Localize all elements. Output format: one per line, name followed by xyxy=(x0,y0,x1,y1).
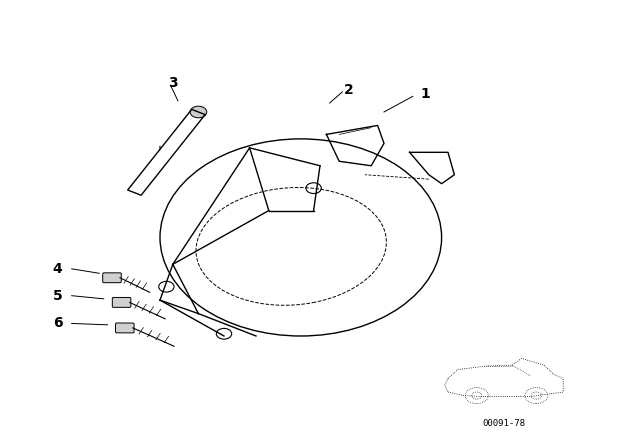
Text: 4: 4 xyxy=(52,262,63,276)
FancyBboxPatch shape xyxy=(102,273,122,283)
FancyBboxPatch shape xyxy=(115,323,134,333)
Text: 3: 3 xyxy=(168,76,178,90)
Text: 6: 6 xyxy=(52,316,63,331)
Text: 1: 1 xyxy=(420,87,431,101)
FancyBboxPatch shape xyxy=(113,297,131,307)
Text: 5: 5 xyxy=(52,289,63,303)
Text: 00091-78: 00091-78 xyxy=(482,419,525,428)
Text: 2: 2 xyxy=(344,82,354,97)
Circle shape xyxy=(190,106,207,118)
